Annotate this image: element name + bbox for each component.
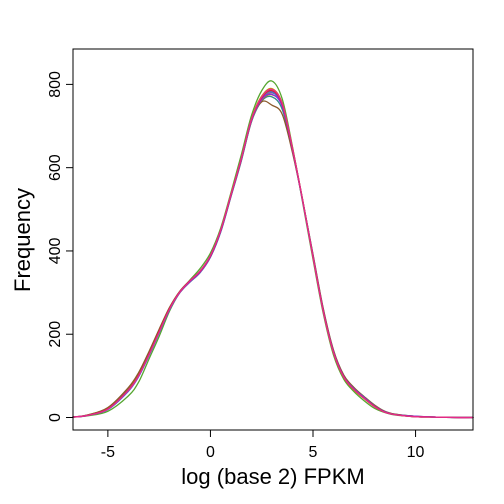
x-tick-label-1: 0 — [206, 444, 215, 461]
series-line-4 — [72, 93, 474, 419]
plot-frame — [72, 48, 474, 431]
x-tick-label-2: 5 — [309, 444, 318, 461]
series-line-3 — [72, 87, 474, 419]
y-tick-label-4: 800 — [47, 71, 64, 98]
series-line-6 — [72, 91, 474, 419]
x-tick-label-0: -5 — [101, 444, 115, 461]
x-axis: -5 0 5 10 — [101, 430, 425, 461]
y-tick-label-2: 400 — [47, 238, 64, 265]
series-line-7 — [72, 90, 474, 419]
y-tick-label-0: 0 — [47, 413, 64, 422]
y-axis-title: Frequency — [10, 188, 35, 292]
y-axis: 0 200 400 600 800 — [47, 71, 73, 422]
series-layer — [72, 80, 474, 419]
x-axis-title: log (base 2) FPKM — [181, 464, 364, 489]
y-tick-label-3: 600 — [47, 154, 64, 181]
series-line-2 — [72, 80, 474, 419]
y-tick-label-1: 200 — [47, 321, 64, 348]
series-line-5 — [72, 100, 474, 419]
series-line-8 — [72, 93, 474, 419]
series-line-10 — [72, 88, 474, 419]
x-tick-label-3: 10 — [407, 444, 425, 461]
series-line-1 — [72, 95, 474, 419]
series-line-9 — [72, 89, 474, 419]
